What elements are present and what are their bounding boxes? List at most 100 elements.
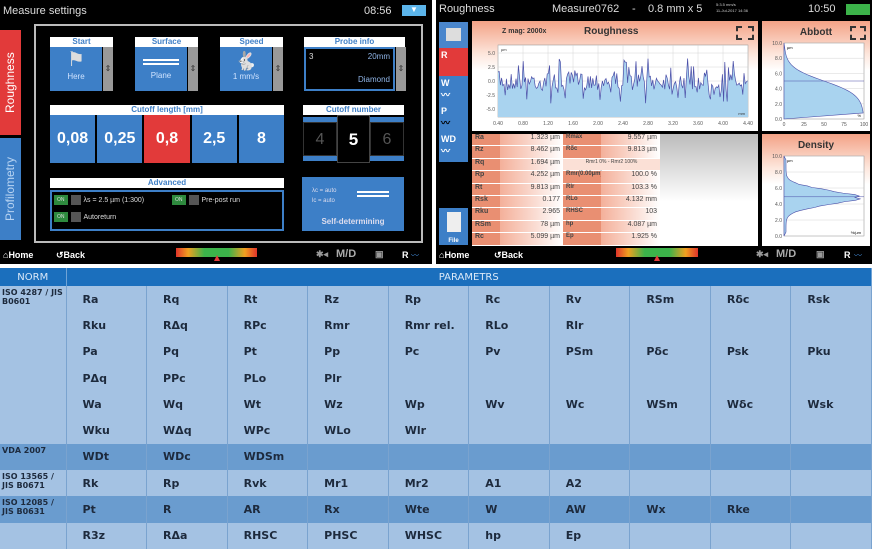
speed-scroll-arrow[interactable]: ⇕: [273, 47, 283, 91]
back-button[interactable]: ↺Back: [494, 250, 523, 261]
probe-scroll-arrow[interactable]: ⇕: [396, 47, 406, 91]
parameter-cell: [790, 522, 872, 549]
roughness-chart-title: Roughness: [584, 26, 639, 37]
probe-info[interactable]: Probe info 3 20mm Diamond ⇕: [304, 37, 406, 91]
table-row: ISO 13565 / JIS B0671 Rk Rp Rvk Mr1 Mr2 A1 A2: [0, 470, 872, 497]
y-tick-label: 10.0: [772, 41, 782, 47]
result-row: Rt 9.813 µm Rlr 103.3 %: [472, 183, 660, 196]
parameter-cell: Rvk: [227, 470, 309, 497]
result-value: 9.813 µm: [500, 183, 563, 195]
y-tick-label: 0.0: [488, 79, 495, 85]
y-tick-label: 8.0: [775, 170, 782, 176]
md-indicator: M/D: [336, 248, 357, 260]
file-button[interactable]: File: [439, 208, 468, 245]
y-tick-label: -5.0: [486, 107, 495, 113]
expand-icon[interactable]: [736, 26, 754, 40]
parameter-cell: A2: [549, 470, 631, 497]
cutoff-decrease-button[interactable]: [303, 156, 337, 161]
parameter-cell: Wc: [549, 391, 631, 418]
y-tick-label: 6.0: [775, 186, 782, 192]
parameter-cell: Rx: [307, 496, 389, 523]
cutoff-option[interactable]: 8: [238, 115, 285, 163]
parameter-cell: Wlr: [388, 417, 470, 444]
start-selector[interactable]: Start ⚑ Here ⇕: [50, 37, 113, 91]
parameter-cell: [710, 312, 792, 339]
result-value: 1.323 µm: [500, 134, 563, 146]
result-row: Rc 5.099 µm Ep 1.925 %: [472, 233, 660, 246]
cutoff-option[interactable]: 0,25: [97, 115, 145, 163]
dropdown-arrow-icon[interactable]: ▼: [402, 5, 426, 16]
norm-header: NORM: [0, 268, 67, 286]
parameter-cell: Rsk: [790, 286, 872, 313]
cutoff-decrease-button[interactable]: [303, 117, 337, 122]
result-row: Rq 1.694 µm Rmr1 0% - Rmr2 100%: [472, 158, 660, 172]
density-title: Density: [797, 140, 835, 151]
parameter-cell: Rδc: [710, 286, 792, 313]
advanced-header: Advanced: [50, 178, 284, 188]
nav-p[interactable]: P 〰: [439, 104, 468, 132]
x-tick-label: 100: [860, 122, 869, 128]
home-label: Home: [444, 250, 470, 260]
self-determining-button[interactable]: λc = auto lc = auto Self-determining: [302, 177, 404, 231]
tab-roughness[interactable]: Roughness: [0, 30, 21, 135]
home-button[interactable]: ⌂Home: [439, 250, 469, 260]
screen-title: Measure settings: [3, 5, 87, 17]
parameter-cell: [710, 364, 792, 392]
parameter-cell: Rmr rel.: [388, 312, 470, 339]
cutoff-option[interactable]: 0,08: [50, 115, 98, 163]
result-value: 103: [601, 208, 660, 220]
parameter-cell: [790, 443, 872, 471]
camera-icon: ▣: [375, 249, 384, 259]
roughness-result-screen: Roughness Measure0762 - 0.8 mm x 5 5:3.5…: [436, 0, 872, 264]
level-meter: [176, 248, 257, 257]
info-card-icon: [446, 28, 461, 41]
cutoff-option[interactable]: 2,5: [191, 115, 239, 163]
cutoff-increase-button[interactable]: [370, 117, 404, 122]
autoreturn-toggle[interactable]: ON Autoreturn: [54, 212, 116, 222]
surface-scroll-arrow[interactable]: ⇕: [188, 47, 198, 91]
parameter-cell: Wδc: [710, 391, 792, 418]
parameter-cell: Mr1: [307, 470, 389, 497]
result-name: Rp: [472, 171, 500, 183]
battery-icon: [846, 4, 870, 15]
home-button[interactable]: ⌂Home: [3, 250, 33, 260]
cutoff-number-option[interactable]: 6: [370, 122, 404, 156]
norm-cell: [0, 338, 67, 365]
parameter-cell: Rp: [146, 470, 228, 497]
start-scroll-arrow[interactable]: ⇕: [103, 47, 113, 91]
result-value: 103.3 %: [601, 183, 660, 195]
back-button[interactable]: ↺Back: [56, 250, 85, 261]
home-icon: ⌂: [439, 250, 445, 260]
lambda-s-toggle[interactable]: ON λs = 2.5 µm (1:300): [54, 195, 144, 205]
parameter-cell: [549, 417, 631, 444]
tab-profilometry[interactable]: Profilometry: [0, 138, 21, 240]
cutoff-length: Cutoff length [mm] 0,08 0,25 0,8 2,5 8: [50, 105, 285, 163]
parameter-cell: AR: [227, 496, 309, 523]
surface-selector[interactable]: Surface Plane ⇕: [135, 37, 198, 91]
cutoff-number-selected[interactable]: 5: [337, 115, 370, 163]
nav-w[interactable]: W 〰: [439, 76, 468, 104]
parameter-cell: Pku: [790, 338, 872, 365]
surface-value: Plane: [150, 71, 172, 80]
result-value: 8.462 µm: [500, 146, 563, 158]
cutoff-option-selected[interactable]: 0,8: [144, 115, 192, 163]
speed-selector[interactable]: Speed 🐇 1 mm/s ⇕: [220, 37, 283, 91]
cutoff-number-option[interactable]: 4: [303, 122, 337, 156]
result-note: Rmr1 0% - Rmr2 100%: [563, 158, 660, 171]
pre-post-run-toggle[interactable]: ON Pre-post run: [172, 195, 240, 205]
table-row: ISO 4287 / JIS B0601 Ra Rq Rt Rz Rp Rc Rv RSm Rδc…: [0, 286, 872, 313]
y-unit-label: µm: [787, 45, 793, 50]
parameter-cell: Rv: [549, 286, 631, 313]
cutoff-increase-button[interactable]: [370, 156, 404, 161]
parameter-cell: Pq: [146, 338, 228, 365]
parameters-header: PARAMETRS: [66, 268, 872, 286]
result-value: 4.132 mm: [601, 195, 660, 208]
wave-icon: 〰: [441, 118, 451, 128]
nav-r[interactable]: R: [439, 48, 468, 76]
nav-wd[interactable]: WD 〰: [439, 132, 468, 162]
expand-icon[interactable]: [850, 26, 866, 40]
speed-info: 5:3.5 mm/s: [716, 2, 736, 7]
parameter-cell: Ra: [66, 286, 148, 313]
x-tick-label: 25: [801, 122, 807, 128]
info-button[interactable]: [439, 22, 468, 48]
